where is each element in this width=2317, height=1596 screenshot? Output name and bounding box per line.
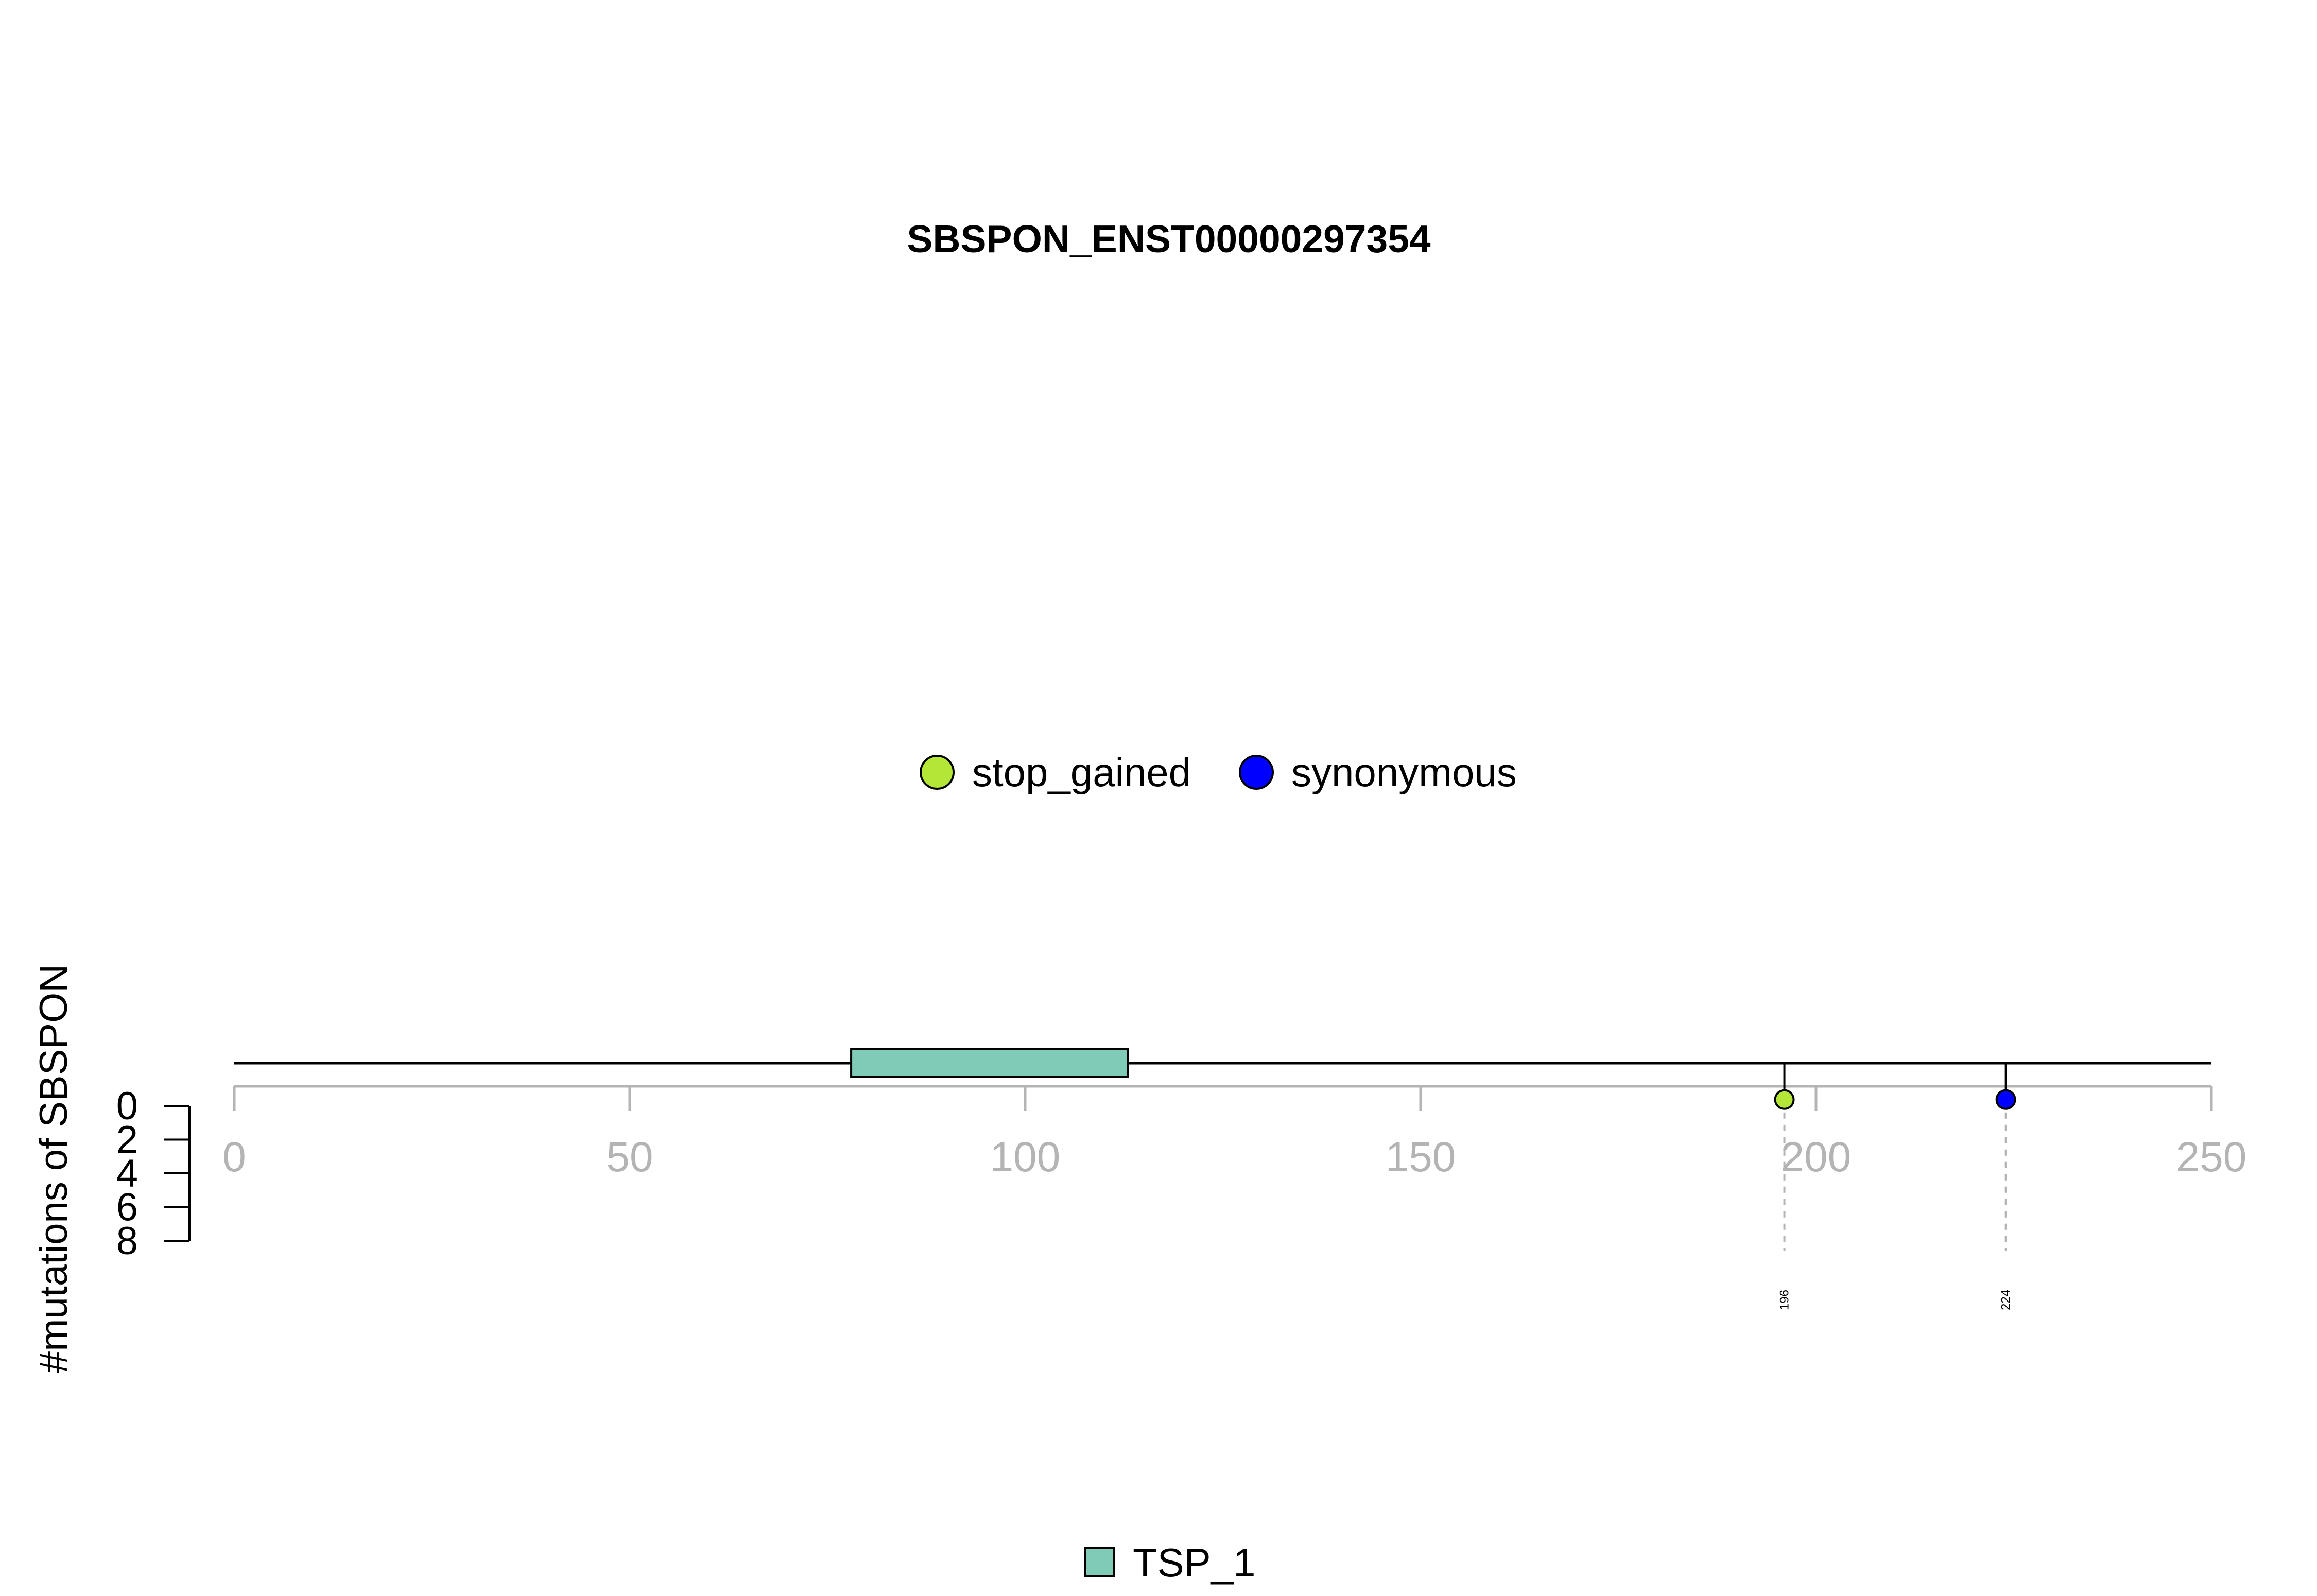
y-tick-label: 4 (116, 1152, 138, 1195)
position-label: 224 (1999, 1290, 2013, 1310)
y-axis-label: #mutations of SBSPON (32, 964, 76, 1373)
y-tick-label: 0 (116, 1084, 138, 1128)
legend-swatch-synonymous (1239, 755, 1274, 790)
x-tick-label: 100 (990, 1134, 1061, 1181)
x-axis: 0 50 100 150 200 250 (222, 1085, 2247, 1181)
domain-tsp-1 (850, 1048, 1129, 1078)
position-label: 196 (1778, 1290, 1792, 1310)
domain-legend: TSP_1 (1084, 1540, 1255, 1585)
chart-title: SBSPON_ENST00000297354 (907, 217, 1431, 261)
x-tick-label: 200 (1781, 1134, 1852, 1181)
x-tick-label: 50 (606, 1134, 653, 1181)
y-tick-label: 8 (116, 1219, 138, 1263)
x-tick-label: 0 (222, 1134, 246, 1181)
mutation-point-synonymous (1995, 1089, 2016, 1110)
domain-legend-label: TSP_1 (1133, 1540, 1255, 1585)
mutation-point-stop-gained (1774, 1089, 1795, 1110)
protein-backbone (234, 1048, 2211, 1078)
domain-legend-swatch (1084, 1547, 1115, 1577)
legend-label-stop-gained: stop_gained (972, 750, 1191, 795)
mutation-legend: stop_gained synonymous (920, 750, 1517, 795)
x-tick-label: 250 (2176, 1134, 2247, 1181)
legend-label-synonymous: synonymous (1291, 750, 1517, 795)
legend-swatch-stop-gained (920, 755, 955, 790)
y-tick-label: 6 (116, 1186, 138, 1229)
mutation-lollipops: 196 224 (1774, 1063, 2016, 1310)
y-axis-label-group: #mutations of SBSPON (32, 964, 76, 1373)
y-tick-label: 2 (116, 1118, 138, 1162)
x-tick-label: 150 (1386, 1134, 1456, 1181)
